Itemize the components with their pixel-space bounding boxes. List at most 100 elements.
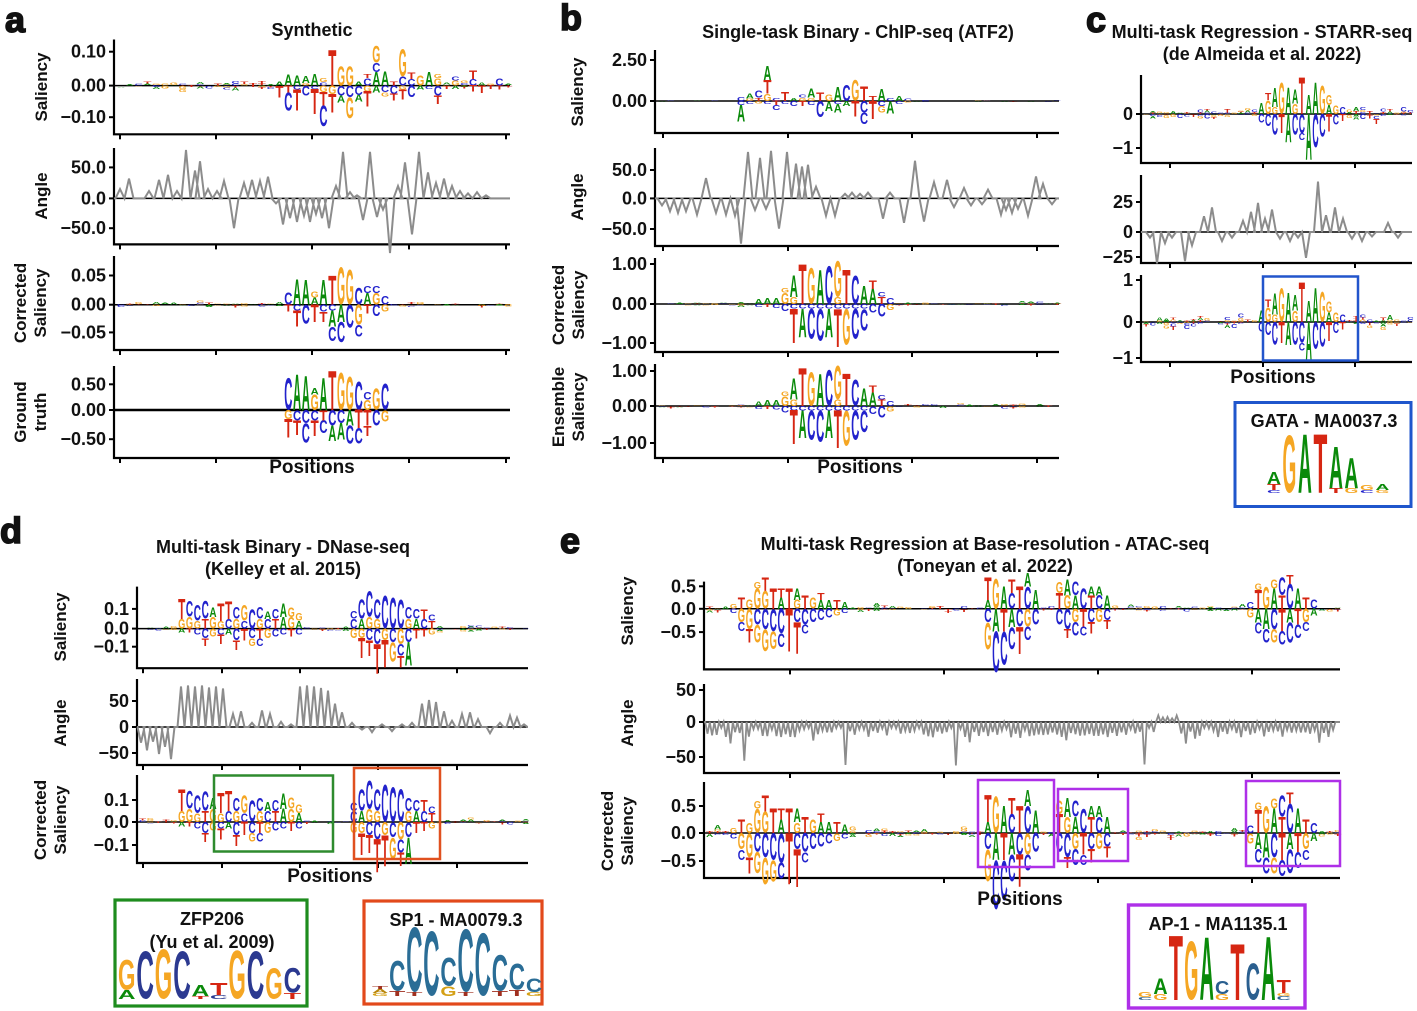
svg-text:G: G <box>196 304 204 305</box>
svg-text:C: C <box>225 808 233 826</box>
svg-text:G: G <box>1231 113 1238 115</box>
svg-text:C: C <box>851 372 859 414</box>
svg-text:C: C <box>1302 621 1309 634</box>
svg-text:C: C <box>337 316 345 349</box>
svg-text:G: G <box>475 822 482 823</box>
svg-text:T: T <box>1278 812 1286 838</box>
svg-text:C: C <box>1360 489 1374 494</box>
svg-text:T: T <box>1239 608 1247 609</box>
svg-text:A: A <box>328 421 336 446</box>
svg-text:C: C <box>881 833 889 837</box>
svg-text:A: A <box>1380 324 1386 328</box>
svg-text:G: G <box>754 846 761 880</box>
svg-text:A: A <box>1318 832 1326 835</box>
svg-text:G: G <box>514 821 521 823</box>
svg-text:C: C <box>335 822 342 823</box>
svg-text:ZFP206: ZFP206 <box>180 909 244 929</box>
svg-text:A: A <box>807 86 815 101</box>
svg-text:C: C <box>225 616 232 632</box>
svg-text:G: G <box>960 829 968 832</box>
svg-text:G: G <box>763 93 771 104</box>
svg-text:G: G <box>267 303 275 304</box>
svg-text:C: C <box>1294 847 1301 873</box>
svg-text:Positions: Positions <box>269 457 355 478</box>
svg-text:T: T <box>406 991 423 997</box>
svg-text:T: T <box>1151 833 1159 835</box>
svg-text:T: T <box>267 86 275 88</box>
svg-text:C: C <box>363 391 371 403</box>
svg-text:C: C <box>1151 831 1159 833</box>
svg-text:G: G <box>1394 113 1401 115</box>
svg-text:C: C <box>1157 114 1164 117</box>
svg-text:G: G <box>1224 115 1231 116</box>
svg-text:C: C <box>372 285 381 296</box>
svg-text:A: A <box>1175 832 1183 834</box>
svg-text:T: T <box>1016 846 1023 898</box>
svg-text:A: A <box>1286 606 1293 627</box>
svg-text:G: G <box>1394 322 1401 323</box>
svg-text:T: T <box>762 790 770 816</box>
svg-text:C: C <box>1197 114 1204 116</box>
svg-text:C: C <box>328 304 336 313</box>
svg-text:T: T <box>895 305 903 306</box>
svg-text:T: T <box>504 85 512 86</box>
svg-text:T: T <box>851 96 860 122</box>
svg-text:T: T <box>1265 92 1272 103</box>
svg-text:C: C <box>1292 316 1298 352</box>
svg-text:T: T <box>374 635 381 683</box>
svg-text:A: A <box>179 305 187 306</box>
svg-text:G: G <box>249 637 256 649</box>
svg-text:−50: −50 <box>665 747 696 767</box>
svg-text:T: T <box>1016 620 1023 663</box>
svg-text:C: C <box>1380 108 1386 113</box>
svg-text:C: C <box>355 374 363 419</box>
svg-text:T: T <box>363 423 371 440</box>
svg-text:A: A <box>1306 101 1312 175</box>
svg-text:C: C <box>423 914 439 1011</box>
svg-text:A: A <box>1285 80 1291 123</box>
svg-text:C: C <box>249 626 256 642</box>
svg-text:T: T <box>778 805 786 823</box>
svg-text:G: G <box>706 609 713 611</box>
svg-text:T: T <box>881 830 889 832</box>
svg-text:T: T <box>842 365 850 417</box>
svg-text:A: A <box>280 806 287 827</box>
svg-text:G: G <box>1056 797 1063 819</box>
svg-text:C: C <box>1387 113 1394 114</box>
svg-text:C: C <box>499 821 506 823</box>
svg-text:C: C <box>834 405 843 412</box>
svg-text:G: G <box>1279 280 1285 333</box>
svg-text:C: C <box>444 822 452 825</box>
svg-text:G: G <box>319 77 327 84</box>
svg-text:C: C <box>319 100 327 133</box>
svg-text:G: G <box>1112 606 1120 609</box>
svg-text:G: G <box>922 304 930 305</box>
svg-text:G: G <box>1135 831 1142 833</box>
svg-text:T: T <box>192 995 210 1000</box>
svg-text:T: T <box>135 304 143 305</box>
svg-text:G: G <box>929 606 936 609</box>
svg-text:A: A <box>460 820 467 822</box>
svg-text:T: T <box>976 833 984 834</box>
svg-text:C: C <box>1302 846 1309 864</box>
svg-text:C: C <box>194 627 202 636</box>
svg-text:C: C <box>1150 322 1156 327</box>
svg-text:C: C <box>1292 108 1298 142</box>
svg-text:A: A <box>1197 318 1204 321</box>
svg-text:C: C <box>350 616 357 632</box>
svg-text:A: A <box>834 103 843 115</box>
svg-text:C: C <box>421 616 428 632</box>
svg-text:T: T <box>390 92 398 103</box>
svg-text:C: C <box>139 820 147 823</box>
svg-text:G: G <box>992 785 999 843</box>
svg-text:C: C <box>202 626 209 642</box>
svg-text:T: T <box>984 788 991 831</box>
svg-text:T: T <box>1044 406 1052 408</box>
svg-text:T: T <box>873 833 881 835</box>
svg-text:G: G <box>825 93 833 103</box>
svg-text:C: C <box>1360 113 1367 121</box>
svg-text:Corrected: Corrected <box>598 791 617 871</box>
svg-text:(Kelley et al. 2015): (Kelley et al. 2015) <box>205 559 361 579</box>
svg-text:C: C <box>1299 132 1306 143</box>
svg-text:G: G <box>794 598 801 612</box>
